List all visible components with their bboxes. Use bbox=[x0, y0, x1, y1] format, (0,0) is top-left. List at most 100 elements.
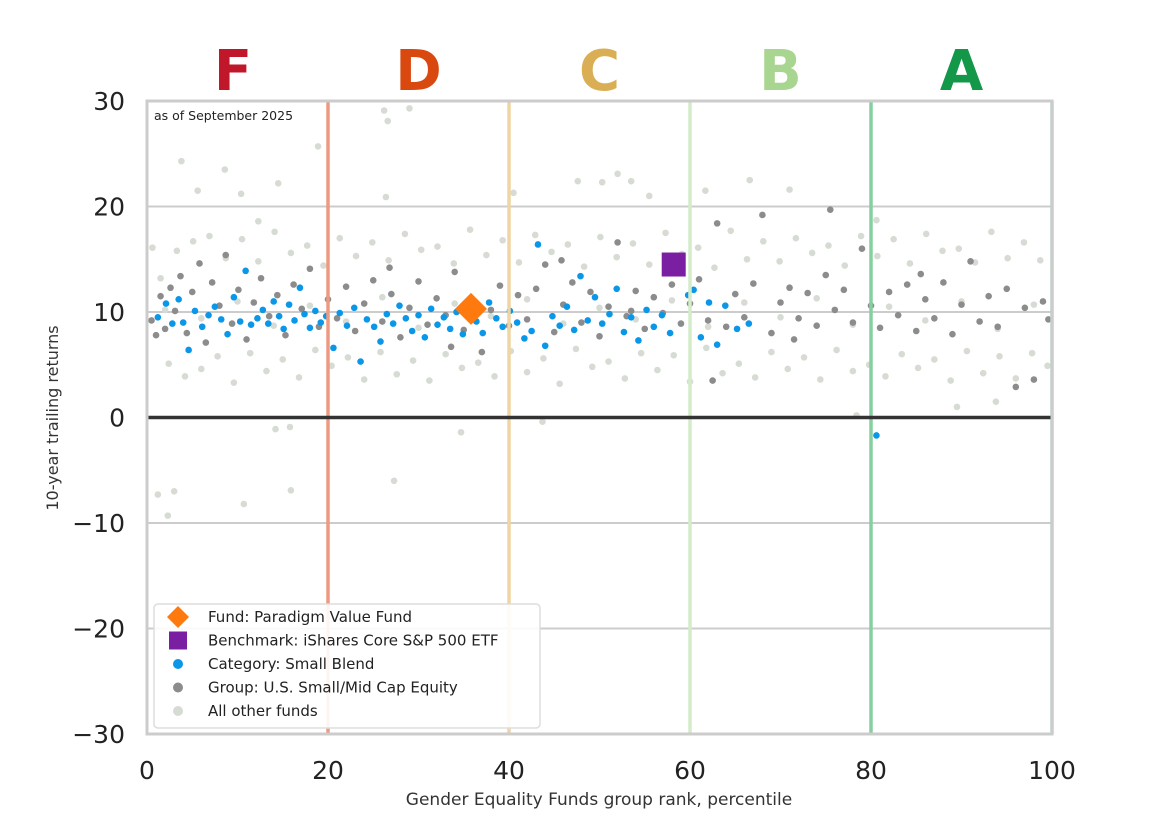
group-point bbox=[360, 300, 368, 307]
group-point bbox=[985, 292, 992, 300]
other-fund-point bbox=[450, 260, 458, 267]
category-point bbox=[666, 329, 674, 337]
category-point bbox=[643, 306, 650, 314]
other-fund-point bbox=[401, 230, 409, 238]
other-fund-point bbox=[637, 349, 645, 357]
y-axis-ticks: 30 20 10 0 −10 −20 −30 bbox=[72, 87, 125, 749]
category-point bbox=[350, 304, 358, 312]
other-fund-point bbox=[483, 251, 490, 259]
other-fund-point bbox=[320, 262, 327, 269]
group-point bbox=[188, 288, 196, 296]
other-fund-point bbox=[668, 297, 676, 304]
group-point bbox=[650, 293, 658, 301]
x-tick-label: 20 bbox=[312, 756, 344, 785]
group-point bbox=[713, 220, 721, 227]
other-fund-point bbox=[572, 345, 580, 353]
group-point bbox=[532, 285, 540, 293]
other-fund-point bbox=[548, 248, 555, 256]
group-point bbox=[415, 278, 422, 285]
category-point bbox=[169, 320, 176, 327]
group-point bbox=[171, 307, 179, 315]
other-fund-point bbox=[654, 366, 661, 374]
fund-marker bbox=[454, 292, 487, 325]
other-fund-point bbox=[784, 365, 792, 373]
category-point bbox=[415, 311, 422, 319]
grade-label-c: C bbox=[579, 39, 620, 104]
group-point bbox=[831, 306, 839, 314]
category-point bbox=[513, 319, 521, 326]
y-tick-label: −30 bbox=[72, 720, 125, 749]
category-point bbox=[528, 327, 535, 335]
other-fund-point bbox=[451, 300, 459, 307]
category-point bbox=[493, 315, 500, 322]
group-point bbox=[917, 270, 925, 278]
group-point bbox=[641, 325, 649, 333]
other-fund-point bbox=[539, 418, 546, 426]
group-point bbox=[614, 239, 621, 246]
other-fund-point bbox=[303, 242, 311, 249]
other-fund-point bbox=[953, 403, 961, 411]
category-point bbox=[254, 315, 261, 322]
x-axis-label: Gender Equality Funds group rank, percen… bbox=[406, 790, 792, 810]
other-fund-point bbox=[272, 425, 279, 433]
other-fund-point bbox=[328, 362, 335, 370]
other-fund-point bbox=[727, 227, 735, 235]
other-fund-point bbox=[786, 186, 793, 193]
group-point bbox=[768, 329, 775, 337]
other-fund-point bbox=[238, 235, 246, 243]
category-point bbox=[427, 305, 435, 313]
other-fund-point bbox=[670, 351, 678, 359]
other-fund-point bbox=[979, 369, 987, 377]
category-point bbox=[285, 301, 293, 308]
other-fund-point bbox=[314, 143, 322, 150]
x-tick-label: 0 bbox=[139, 756, 155, 785]
category-point bbox=[434, 321, 441, 328]
other-fund-point bbox=[704, 323, 712, 331]
other-fund-point bbox=[947, 377, 954, 384]
category-point bbox=[370, 323, 378, 331]
other-fund-point bbox=[746, 176, 754, 184]
group-point bbox=[840, 286, 848, 294]
group-point bbox=[342, 283, 350, 290]
group-point bbox=[967, 258, 974, 265]
group-point bbox=[605, 303, 612, 311]
other-fund-point bbox=[1020, 239, 1028, 246]
category-point bbox=[690, 286, 697, 294]
other-fund-point bbox=[384, 117, 392, 125]
other-fund-point bbox=[263, 367, 270, 375]
y-tick-label: 10 bbox=[93, 298, 125, 327]
category-point bbox=[330, 344, 337, 352]
group-point bbox=[931, 315, 938, 322]
other-fund-point bbox=[377, 348, 384, 356]
other-fund-point bbox=[531, 231, 539, 239]
other-fund-point bbox=[487, 312, 495, 320]
legend-dot-icon bbox=[173, 682, 183, 693]
other-fund-point bbox=[817, 376, 824, 383]
legend-fund-icon bbox=[167, 606, 189, 628]
other-fund-point bbox=[336, 234, 344, 242]
category-point bbox=[577, 272, 584, 280]
category-point bbox=[627, 313, 635, 321]
category-point bbox=[635, 337, 642, 344]
group-point bbox=[922, 296, 929, 303]
other-fund-point bbox=[194, 187, 201, 194]
other-fund-point bbox=[800, 354, 808, 361]
other-fund-point bbox=[873, 216, 880, 224]
group-point bbox=[1003, 285, 1011, 293]
category-point bbox=[275, 312, 283, 320]
category-point bbox=[191, 307, 199, 315]
other-fund-point bbox=[198, 365, 205, 373]
group-point bbox=[587, 288, 594, 296]
other-fund-point bbox=[849, 367, 857, 375]
other-fund-point bbox=[170, 488, 178, 495]
other-fund-point bbox=[214, 353, 221, 360]
group-point bbox=[731, 290, 739, 298]
other-fund-point bbox=[906, 260, 914, 267]
other-fund-point bbox=[777, 313, 784, 321]
group-point bbox=[265, 312, 273, 320]
group-point bbox=[208, 279, 216, 286]
other-fund-point bbox=[255, 217, 262, 225]
other-fund-point bbox=[240, 500, 248, 508]
category-point bbox=[440, 313, 448, 321]
